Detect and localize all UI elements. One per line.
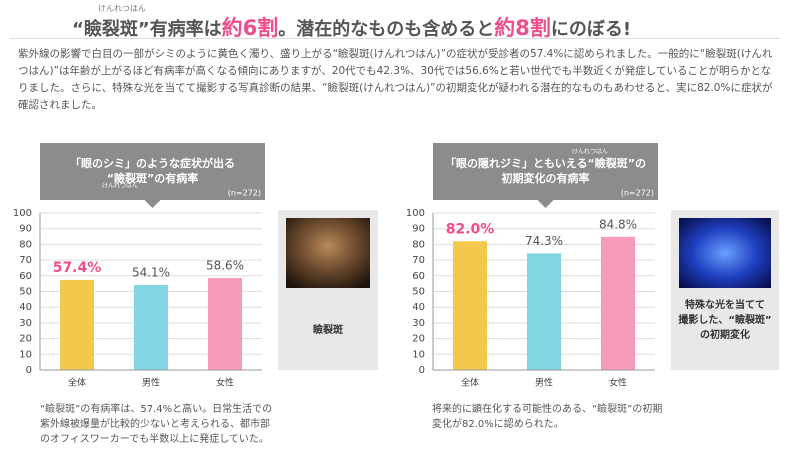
- value-label: 74.3%: [525, 234, 563, 248]
- y-tick-label: 20: [412, 334, 425, 345]
- headline-text: 。潜在的なものも含めると: [278, 19, 495, 40]
- y-tick-label: 0: [419, 365, 425, 376]
- y-tick-label: 100: [13, 208, 32, 219]
- x-tick-label: 女性: [216, 377, 234, 389]
- y-tick-label: 10: [19, 349, 32, 360]
- y-tick-label: 60: [19, 271, 32, 282]
- y-tick-label: 60: [412, 271, 425, 282]
- chart-caption: “瞼裂斑”の有病率は、57.4%と高い。日常生活での紫外線被爆量が比較的少ないと…: [40, 404, 273, 445]
- value-label: 57.4%: [53, 260, 102, 276]
- chart-title: 「眼のシミ」のような症状が出る: [70, 156, 235, 170]
- photo-caption: 瞼裂斑: [313, 323, 343, 336]
- photo: [679, 218, 771, 288]
- x-tick-label: 女性: [609, 377, 627, 389]
- chart-caption: 将来的に顕在化する可能性のある、“瞼裂斑”の初期変化が82.0%に認められた。: [432, 404, 663, 430]
- y-tick-label: 90: [19, 224, 32, 235]
- chart-title: “瞼裂斑”の有病率: [107, 171, 198, 185]
- bar: [453, 241, 487, 370]
- y-tick-label: 10: [412, 349, 425, 360]
- headline-highlight: 約6割: [221, 16, 279, 40]
- banner-pointer: [537, 200, 554, 208]
- value-label: 84.8%: [599, 217, 637, 231]
- x-tick-label: 男性: [142, 377, 160, 389]
- y-tick-label: 40: [19, 302, 32, 313]
- x-tick-label: 全体: [68, 377, 86, 389]
- value-label: 82.0%: [446, 221, 495, 237]
- bar: [60, 279, 94, 370]
- photo-caption: の初期変化: [700, 328, 750, 341]
- title-ruby: けんれつはん: [572, 149, 608, 156]
- sample-note: (n=272): [228, 189, 261, 198]
- photo-caption: 特殊な光を当てて: [685, 298, 765, 311]
- title-banner: [40, 143, 265, 200]
- x-tick-label: 全体: [461, 377, 479, 389]
- title-banner: [433, 143, 658, 200]
- y-tick-label: 50: [19, 287, 32, 298]
- sample-note: (n=272): [621, 189, 654, 198]
- x-tick-label: 男性: [535, 377, 553, 389]
- headline-text: “瞼裂斑”有病率は: [72, 19, 222, 40]
- y-tick-label: 20: [19, 334, 32, 345]
- bar: [208, 277, 242, 370]
- bar: [527, 253, 561, 370]
- y-tick-label: 30: [19, 318, 32, 329]
- headline-text: にのぼる!: [550, 19, 632, 40]
- chart-title: 「眼の隠れジミ」ともいえる“瞼裂斑”の: [445, 156, 646, 170]
- y-tick-label: 50: [412, 287, 425, 298]
- value-label: 54.1%: [132, 266, 170, 280]
- y-tick-label: 80: [412, 239, 425, 250]
- chart-title: 初期変化の有病率: [502, 171, 590, 185]
- headline: “瞼裂斑”有病率は約6割。潜在的なものも含めると約8割にのぼる!: [72, 12, 631, 42]
- value-label: 58.6%: [206, 258, 244, 272]
- photo-caption: 撮影した、“瞼裂斑”: [678, 313, 771, 326]
- y-tick-label: 30: [412, 318, 425, 329]
- y-tick-label: 90: [412, 224, 425, 235]
- y-tick-label: 70: [19, 255, 32, 266]
- bar: [601, 236, 635, 370]
- bar: [134, 285, 168, 370]
- headline-ruby: けんれつはん: [98, 4, 146, 13]
- y-tick-label: 80: [19, 239, 32, 250]
- headline-highlight: 約8割: [494, 16, 551, 40]
- paragraph: 紫外線の影響で白目の一部がシミのように黄色く濁り、盛り上がる“瞼裂斑(けんれつは…: [18, 48, 773, 111]
- title-ruby: けんれつはん: [102, 183, 138, 190]
- y-tick-label: 70: [412, 255, 425, 266]
- photo: [286, 218, 370, 288]
- divider: [10, 38, 780, 39]
- y-tick-label: 0: [26, 365, 32, 376]
- y-tick-label: 100: [406, 208, 425, 219]
- y-tick-label: 40: [412, 302, 425, 313]
- banner-pointer: [144, 200, 161, 208]
